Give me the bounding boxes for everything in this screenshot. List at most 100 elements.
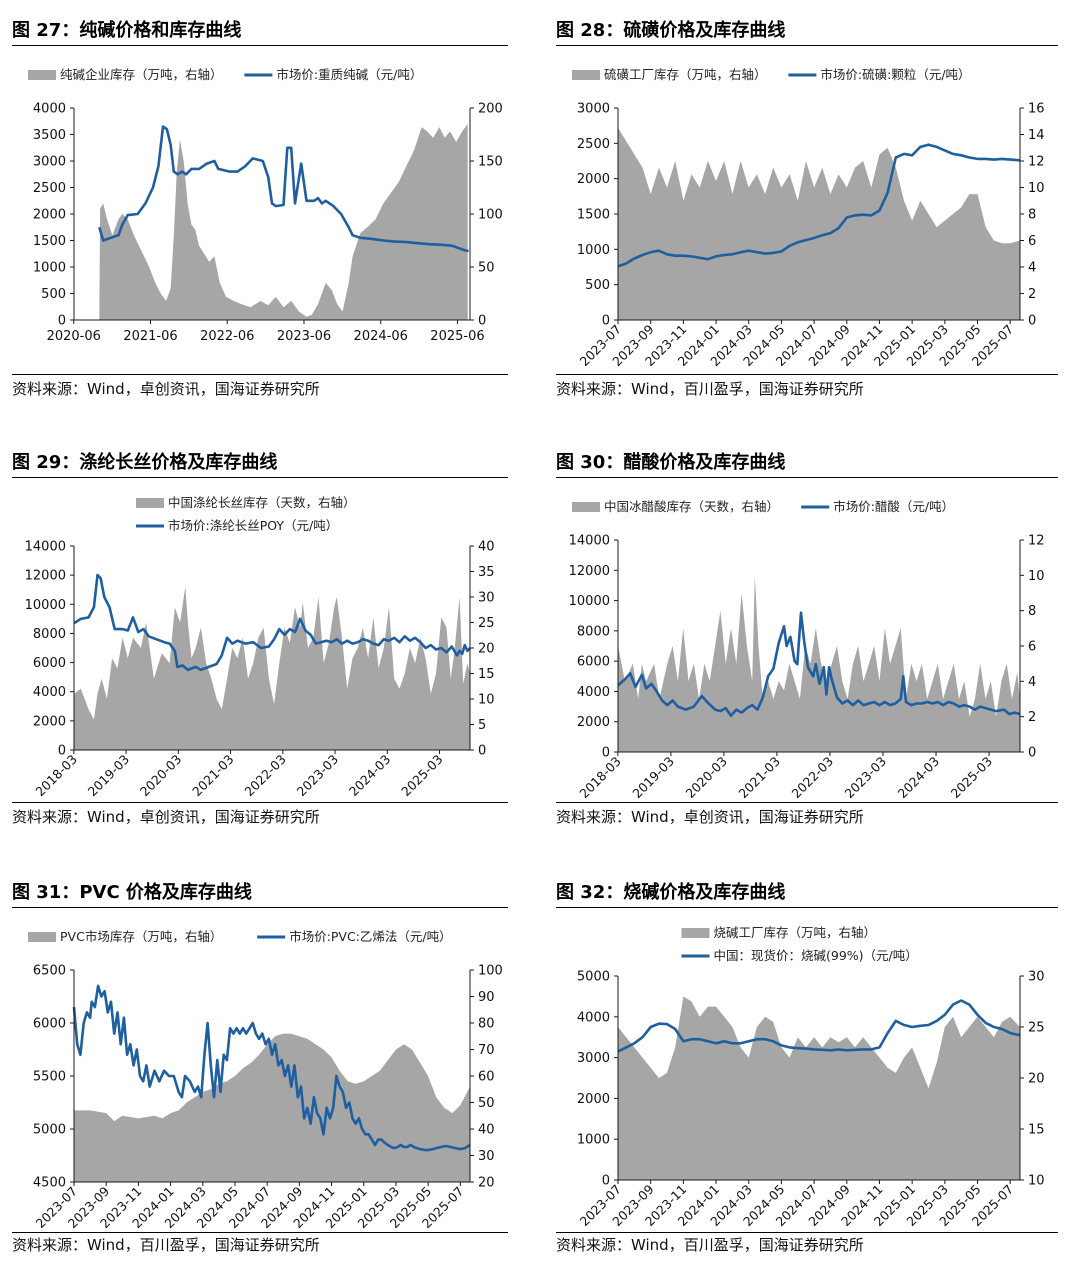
y-right-tick-label: 10 [1028, 181, 1045, 196]
y-right-tick-label: 90 [478, 990, 495, 1005]
source-rule [556, 374, 1058, 375]
y-right-tick-label: 15 [1028, 1123, 1045, 1138]
y-left-tick-label: 1500 [577, 208, 610, 223]
y-left-tick-label: 2000 [33, 714, 66, 729]
x-tick-label: 2023-03 [842, 754, 890, 802]
legend-label-area: PVC市场库存（万吨，右轴） [60, 929, 222, 944]
x-tick-label: 2022-03 [241, 752, 289, 800]
y-right-tick-label: 20 [1028, 1072, 1045, 1087]
title-rule [556, 907, 1058, 908]
legend-label-line: 市场价:硫磺:颗粒（元/吨） [820, 67, 970, 82]
legend-label-area: 中国涤纶长丝库存（天数，右轴） [168, 495, 356, 510]
y-right-tick-label: 25 [1028, 1021, 1045, 1036]
y-left-tick-label: 2000 [577, 715, 610, 730]
y-left-tick-label: 4500 [33, 1176, 66, 1191]
x-tick-label: 2020-03 [682, 754, 730, 802]
y-right-tick-label: 20 [478, 1176, 495, 1191]
series-area-inventory [74, 1033, 470, 1182]
y-left-tick-label: 4000 [577, 685, 610, 700]
y-right-tick-label: 0 [478, 314, 486, 329]
y-left-tick-label: 500 [41, 287, 66, 302]
y-left-tick-label: 1000 [33, 261, 66, 276]
y-left-tick-label: 3500 [33, 128, 66, 143]
legend: 硫磺工厂库存（万吨，右轴） 市场价:硫磺:颗粒（元/吨） [572, 67, 971, 82]
panel-fig28: 图 28：硫磺价格及库存曲线 硫磺工厂库存（万吨，右轴） 市场价:硫磺:颗粒（元/… [556, 0, 1058, 420]
legend: 中国涤纶长丝库存（天数，右轴） 市场价:涤纶长丝POY（元/吨） [136, 495, 356, 533]
y-right-tick-label: 60 [478, 1070, 495, 1085]
y-left-tick-label: 6500 [33, 964, 66, 979]
y-right-tick-label: 4 [1028, 261, 1036, 276]
legend-swatch-area [28, 70, 56, 80]
y-right-tick-label: 40 [478, 1123, 495, 1138]
series-area-inventory [618, 996, 1020, 1180]
series-area-inventory [618, 575, 1020, 752]
legend-label-line: 市场价:醋酸（元/吨） [833, 499, 954, 514]
legend-swatch-area [681, 928, 710, 938]
x-tick-label: 2023-06 [277, 329, 331, 344]
y-right-tick-label: 16 [1028, 102, 1045, 117]
y-right-tick-label: 12 [1028, 155, 1045, 170]
y-right-tick-label: 10 [1028, 1174, 1045, 1189]
legend: 中国冰醋酸库存（天数，右轴） 市场价:醋酸（元/吨） [572, 499, 954, 514]
y-left-tick-label: 0 [602, 1174, 610, 1189]
y-left-tick-label: 3000 [33, 155, 66, 170]
x-tick-label: 2024-06 [354, 329, 408, 344]
y-right-tick-label: 70 [478, 1043, 495, 1058]
y-right-tick-label: 40 [478, 540, 495, 555]
series-line-price [98, 125, 469, 253]
source-note: 资料来源：Wind，百川盈孚，国海证券研究所 [556, 380, 864, 398]
panel-title: 图 27：纯碱价格和库存曲线 [12, 20, 242, 41]
x-tick-label: 2025-03 [948, 754, 996, 802]
y-left-tick-label: 2000 [577, 172, 610, 187]
y-right-tick-label: 20 [478, 642, 495, 657]
y-right-tick-label: 2 [1028, 710, 1036, 725]
legend-label-line: 市场价:重质纯碱（元/吨） [276, 67, 422, 82]
legend-label-line: 市场价:PVC:乙烯法（元/吨） [289, 929, 451, 944]
y-left-tick-label: 14000 [25, 540, 66, 555]
chart-fig27: 纯碱企业库存（万吨，右轴） 市场价:重质纯碱（元/吨）05001000150020… [28, 67, 503, 344]
y-right-tick-label: 10 [1028, 569, 1045, 584]
x-tick-label: 2018-03 [576, 754, 624, 802]
legend-label-area: 中国冰醋酸库存（天数，右轴） [604, 499, 779, 514]
source-note: 资料来源：Wind，卓创资讯，国海证券研究所 [12, 380, 320, 398]
x-tick-label: 2019-03 [629, 754, 677, 802]
y-right-tick-label: 50 [478, 1096, 495, 1111]
y-left-tick-label: 12000 [25, 569, 66, 584]
panel-fig31: 图 31：PVC 价格及库存曲线 PVC市场库存（万吨，右轴） 市场价:PVC:乙… [12, 862, 508, 1262]
legend: 烧碱工厂库存（万吨，右轴） 中国：现货价：烧碱(99%)（元/吨） [681, 925, 918, 963]
y-left-tick-label: 4000 [33, 102, 66, 117]
y-right-tick-label: 15 [478, 667, 495, 682]
y-right-tick-label: 150 [478, 155, 503, 170]
y-left-tick-label: 5000 [33, 1123, 66, 1138]
legend-swatch-area [136, 498, 164, 508]
x-tick-label: 2022-03 [789, 754, 837, 802]
series-line-price [617, 999, 1021, 1053]
x-tick-label: 2018-03 [32, 752, 80, 800]
source-note: 资料来源：Wind，卓创资讯，国海证券研究所 [556, 808, 864, 826]
source-note: 资料来源：Wind，百川盈孚，国海证券研究所 [12, 1236, 320, 1254]
x-tick-label: 2023-03 [294, 752, 342, 800]
y-right-tick-label: 10 [478, 693, 495, 708]
chart-fig29: 中国涤纶长丝库存（天数，右轴） 市场价:涤纶长丝POY（元/吨） 0 2000 4000… [25, 495, 495, 800]
y-right-tick-label: 8 [1028, 208, 1036, 223]
y-right-tick-label: 200 [478, 102, 503, 117]
y-right-tick-label: 50 [478, 261, 495, 276]
x-tick-label: 2019-03 [85, 752, 133, 800]
y-right-tick-label: 0 [478, 744, 486, 759]
y-right-tick-label: 30 [478, 591, 495, 606]
y-left-tick-label: 3000 [577, 1051, 610, 1066]
series-area-inventory [618, 127, 1020, 321]
y-right-tick-label: 8 [1028, 604, 1036, 619]
title-rule [556, 477, 1058, 478]
y-left-tick-label: 12000 [569, 564, 610, 579]
legend-label-line: 中国：现货价：烧碱(99%)（元/吨） [714, 948, 918, 963]
x-tick-label: 2022-06 [200, 329, 254, 344]
y-left-tick-label: 10000 [569, 594, 610, 609]
y-left-tick-label: 4000 [33, 685, 66, 700]
panel-fig27: 图 27：纯碱价格和库存曲线 纯碱企业库存（万吨，右轴） 市场价:重质纯碱（元/吨… [12, 0, 508, 420]
y-left-tick-label: 0 [58, 744, 66, 759]
y-left-tick-label: 4000 [577, 1010, 610, 1025]
series-line-price [617, 611, 1021, 717]
x-tick-label: 2020-03 [137, 752, 185, 800]
chart-fig30: 中国冰醋酸库存（天数，右轴） 市场价:醋酸（元/吨）020004000600080… [569, 499, 1045, 802]
